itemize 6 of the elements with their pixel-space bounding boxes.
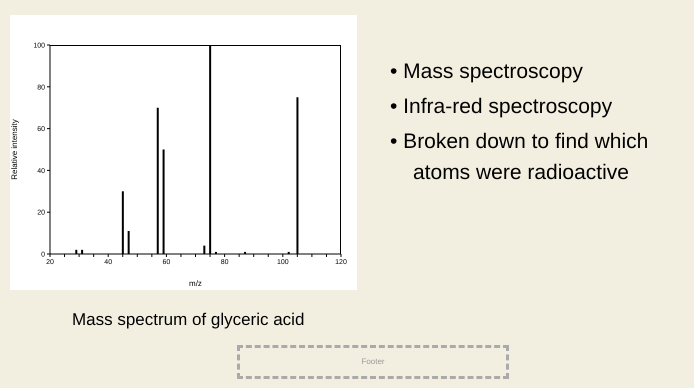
text: • Mass spectroscopy [390,59,584,85]
y-axis-title: Relative intensity [10,119,19,180]
text: • Infra-red spectroscopy [390,94,614,120]
x-axis-title: m/z [189,279,202,288]
text: • Broken down to find which atoms were radioactive [390,129,650,186]
text: Mass spectrum of glyceric acid [72,310,304,330]
